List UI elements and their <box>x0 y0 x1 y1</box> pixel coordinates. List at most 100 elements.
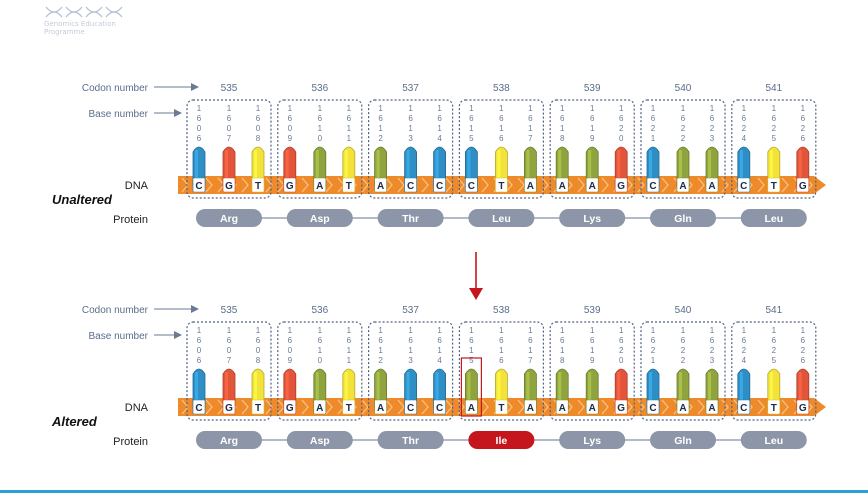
base-letter-A: A <box>708 181 715 192</box>
base-number-digit: 6 <box>408 114 413 123</box>
base-number-digit: 3 <box>710 134 715 143</box>
dna-backbone-chevron <box>421 399 429 415</box>
base-highlight <box>406 372 410 408</box>
codon-box <box>640 99 726 199</box>
base-number-digit: 2 <box>801 124 806 133</box>
amino-acid-label: Thr <box>402 213 419 225</box>
base-number-digit: 6 <box>801 114 806 123</box>
base-highlight <box>225 372 228 408</box>
base-number-digit: 1 <box>590 346 595 355</box>
base-letter-T: T <box>498 403 504 414</box>
base-letter-C: C <box>436 181 443 192</box>
base-letter-tile <box>374 177 387 193</box>
dna-backbone-chevron <box>301 177 309 193</box>
base-letter-C: C <box>740 403 747 414</box>
base-number-digit: 2 <box>378 356 383 365</box>
base-letter-tile <box>676 399 690 415</box>
base-letter-G: G <box>225 403 233 414</box>
base-number-digit: 6 <box>742 114 747 123</box>
base-number-digit: 9 <box>288 134 293 143</box>
base-number-digit: 1 <box>437 124 442 133</box>
base-number-digit: 1 <box>710 326 715 335</box>
base-number-digit: 5 <box>469 134 474 143</box>
base-letter-G: G <box>617 403 625 414</box>
logo-text: Genomics Education Programme <box>44 20 116 36</box>
base-highlight <box>435 150 439 186</box>
base-number-digit: 1 <box>619 326 624 335</box>
base-number-digit: 0 <box>288 346 293 355</box>
base-number-digit: 8 <box>560 134 565 143</box>
base-letter-T: T <box>771 403 777 414</box>
base-number-digit: 6 <box>801 336 806 345</box>
dna-backbone-chevron <box>625 177 633 193</box>
dna-backbone-arrow-icon <box>814 176 826 194</box>
base-number-digit: 1 <box>801 104 806 113</box>
base-highlight <box>376 372 380 408</box>
base-letter-A: A <box>527 403 534 414</box>
codon-number: 535 <box>221 305 238 316</box>
base-highlight <box>649 372 652 408</box>
amino-acid-pill <box>196 431 262 449</box>
base-number-digit: 8 <box>256 134 261 143</box>
footer-divider <box>0 490 868 493</box>
base-letter-tile <box>585 177 599 193</box>
dna-backbone-chevron <box>757 399 765 415</box>
dna-backbone-chevron <box>625 399 633 415</box>
base-number-digit: 1 <box>256 104 261 113</box>
base-number-digit: 1 <box>378 346 383 355</box>
base-letter-tile <box>313 399 327 415</box>
dna-backbone-chevron <box>265 177 273 193</box>
base-number-digit: 5 <box>469 356 474 365</box>
codon-number: 537 <box>402 83 419 94</box>
genomics-education-logo: Genomics Education Programme <box>44 6 134 42</box>
dna-backbone-chevron <box>181 399 189 415</box>
base-number-digit: 1 <box>378 124 383 133</box>
base-number-digit: 6 <box>499 336 504 345</box>
base-number-digit: 2 <box>681 124 686 133</box>
base-highlight <box>435 372 439 408</box>
dna-backbone-chevron <box>481 399 489 415</box>
dna-label: DNA <box>125 180 149 192</box>
base-letter-tile <box>524 177 537 193</box>
codon-box <box>458 321 544 421</box>
base-letter-tile <box>555 399 569 415</box>
codon-box <box>186 321 272 421</box>
amino-acid-pill <box>468 209 535 227</box>
amino-acid-label: Arg <box>220 213 238 225</box>
base-number-digit: 6 <box>318 336 323 345</box>
base-number-digit: 0 <box>256 124 261 133</box>
base-number-digit: 6 <box>469 336 474 345</box>
base-number-digit: 1 <box>408 124 413 133</box>
base-number-digit: 1 <box>469 104 474 113</box>
base-number-digit: 4 <box>742 134 747 143</box>
amino-acid-label: Leu <box>492 213 511 225</box>
base-number-digit: 6 <box>347 336 352 345</box>
base-highlight <box>679 372 682 408</box>
base-letter-tile <box>705 399 719 415</box>
base-number-digit: 1 <box>528 124 533 133</box>
base-number-digit: 1 <box>347 134 352 143</box>
base-letter-tile <box>374 399 387 415</box>
dna-backbone-chevron <box>661 399 669 415</box>
base-highlight <box>708 150 711 186</box>
base-number-digit: 1 <box>681 326 686 335</box>
base-letter-tile <box>737 399 751 415</box>
base-number-digit: 1 <box>560 124 565 133</box>
base-letter-A: A <box>708 403 715 414</box>
codon-box <box>277 99 363 199</box>
codon-number: 540 <box>675 305 692 316</box>
protein-label: Protein <box>113 214 148 226</box>
base-number-digit: 2 <box>710 124 715 133</box>
base-letter-tile <box>555 177 569 193</box>
base-number-digit: 8 <box>560 356 565 365</box>
base-highlight <box>798 372 802 408</box>
dna-backbone-chevron <box>385 399 393 415</box>
dna-backbone-chevron <box>577 399 585 415</box>
amino-acid-label: Leu <box>764 213 783 225</box>
base-number-digit: 6 <box>347 114 352 123</box>
base-letter-tile <box>433 399 446 415</box>
codon-box <box>731 99 817 199</box>
dna-backbone-chevron <box>637 399 645 415</box>
base-number-digit: 1 <box>619 104 624 113</box>
